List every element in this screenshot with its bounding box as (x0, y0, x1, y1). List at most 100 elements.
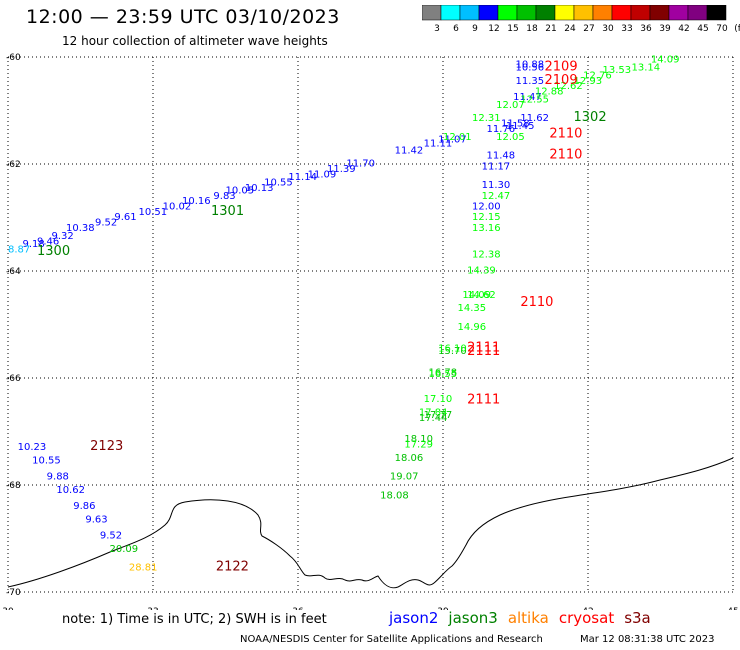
pass-time-label: 2109 (545, 73, 578, 88)
colorbar-label: 70 (716, 24, 728, 34)
wave-height-label: 8.87 (8, 244, 30, 255)
wave-height-label: 12.01 (443, 132, 472, 143)
pass-time-label: 1301 (211, 204, 244, 219)
wave-height-label: 12.00 (472, 201, 501, 212)
wave-height-label: 9.52 (95, 218, 117, 229)
colorbar-label: 27 (583, 24, 594, 34)
wave-height-label: 11.30 (482, 180, 511, 191)
wave-height-label: 12.31 (472, 113, 501, 124)
wave-height-label: 9.88 (47, 472, 69, 483)
colorbar-label: 12 (488, 24, 499, 34)
wave-height-label: 12.15 (472, 212, 501, 223)
wave-height-label: 12.55 (520, 94, 549, 105)
wave-height-label: 10.55 (32, 456, 61, 467)
wave-height-label: 12.93 (574, 76, 603, 87)
wave-height-label: 12.47 (482, 191, 511, 202)
map-title: 12:00 — 23:59 UTC 03/10/2023 (26, 6, 340, 28)
wave-height-label: 16.78 (429, 367, 458, 378)
wave-height-label: 11.70 (346, 159, 375, 170)
wave-height-label: 12.76 (583, 70, 612, 81)
colorbar-label: 33 (621, 24, 632, 34)
wave-height-label: 10.23 (18, 442, 47, 453)
wave-height-label: 11.11 (424, 138, 453, 149)
legend-altika: altika (507, 609, 549, 627)
wave-height-label: 11.45 (506, 121, 535, 132)
latitude-label: -62 (6, 160, 21, 170)
longitude-label: 39 (437, 607, 449, 610)
wave-height-label: 17.29 (404, 440, 433, 451)
colorbar-label: (ft) (734, 24, 740, 34)
wave-height-label: 10.62 (56, 485, 85, 496)
wave-height-label: 10.56 (516, 62, 545, 73)
latitude-label: -68 (6, 481, 21, 491)
colorbar-label: 15 (507, 24, 518, 34)
pass-time-label: 1300 (37, 244, 70, 259)
wave-height-label: 14.09 (651, 54, 680, 65)
wave-height-label: 10.38 (66, 223, 95, 234)
wave-height-label: 11.17 (482, 161, 511, 172)
pass-time-label: 2111 (467, 340, 500, 355)
wave-height-label: 17.77 (424, 410, 453, 421)
latitude-label: -60 (6, 53, 21, 63)
legend-s3a: s3a (624, 609, 651, 627)
legend-cryosat: cryosat (558, 609, 615, 627)
pass-time-label: 2110 (549, 148, 582, 163)
wave-height-label: 9.52 (100, 531, 122, 542)
pass-time-label: 2110 (549, 126, 582, 141)
wave-height-label: 20.09 (110, 544, 139, 555)
longitude-label: 36 (292, 607, 304, 610)
wave-height-label: 18.10 (404, 434, 433, 445)
wave-height-label: 11.39 (327, 164, 356, 175)
wave-height-label: 10.55 (264, 177, 293, 188)
wave-height-label: 12.05 (496, 132, 525, 143)
longitude-label: 30 (2, 607, 14, 610)
pass-time-label: 1302 (574, 110, 607, 125)
wave-height-label: 14.09 (462, 290, 491, 301)
colorbar-label: 45 (697, 24, 708, 34)
wave-height-label: 11.07 (438, 135, 467, 146)
wave-height-label: 14.39 (467, 266, 496, 277)
wave-height-label: 10.13 (245, 183, 274, 194)
wave-height-label: 12.07 (496, 100, 525, 111)
wave-height-label: 17.44 (419, 413, 448, 424)
wave-height-label: 11.58 (501, 119, 530, 130)
latitude-label: -70 (6, 588, 21, 598)
wave-height-label: 15.70 (438, 346, 467, 357)
wave-height-label: 12.38 (472, 250, 501, 261)
longitude-label: 42 (582, 607, 593, 610)
longitude-label: 45 (727, 607, 738, 610)
wave-height-label: 13.53 (603, 65, 632, 76)
colorbar-label: 18 (526, 24, 538, 34)
wave-height-label: 28.81 (129, 563, 158, 574)
generated-timestamp: Mar 12 08:31:38 UTC 2023 (580, 634, 715, 645)
pass-time-label: 2111 (467, 344, 500, 359)
wave-height-label: 17.84 (419, 407, 448, 418)
legend-jason3: jason3 (448, 609, 498, 627)
wave-height-label: 11.47 (513, 92, 542, 103)
wave-height-label: 10.88 (516, 60, 545, 71)
pass-time-label: 2109 (545, 59, 578, 74)
satellite-legend: jason2 jason3 altika cryosat s3a (389, 609, 661, 627)
wave-height-label: 16.55 (429, 369, 458, 380)
wave-height-label: 11.35 (516, 76, 545, 87)
colorbar (422, 5, 727, 21)
wave-height-label: 9.32 (52, 231, 74, 242)
pass-time-label: 2111 (467, 393, 500, 408)
wave-height-label: 12.62 (554, 81, 583, 92)
wave-height-label: 9.86 (73, 501, 95, 512)
pass-time-label: 2110 (520, 295, 553, 310)
wave-height-label: 9.83 (213, 191, 235, 202)
wave-height-label: 9.46 (37, 236, 59, 247)
latitude-label: -64 (6, 267, 21, 277)
wave-height-label: 11.48 (487, 151, 516, 162)
longitude-label: 33 (147, 607, 158, 610)
footnote: note: 1) Time is in UTC; 2) SWH is in fe… (62, 612, 327, 627)
colorbar-label: 9 (472, 24, 478, 34)
wave-height-label: 11.42 (395, 145, 424, 156)
colorbar-label: 30 (602, 24, 614, 34)
wave-height-label: 9.18 (23, 239, 45, 250)
credit-line: NOAA/NESDIS Center for Satellite Applica… (240, 634, 543, 645)
wave-height-label: 10.16 (182, 196, 211, 207)
colorbar-label: 39 (659, 24, 671, 34)
colorbar-label: 21 (545, 24, 556, 34)
